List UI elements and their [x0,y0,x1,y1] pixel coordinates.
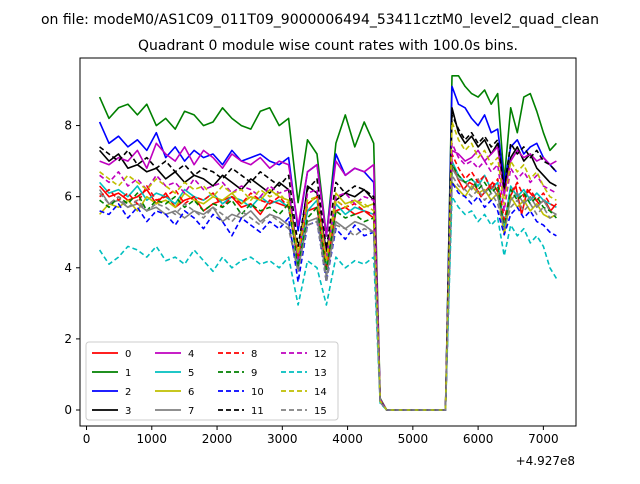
legend-label-2: 2 [125,387,131,398]
y-tick-label: 6 [64,190,72,204]
x-tick-label: 0 [83,432,91,446]
legend-label-7: 7 [188,406,194,417]
series-line-12 [99,142,557,411]
legend-label-1: 1 [125,368,131,379]
legend-label-8: 8 [251,349,257,360]
series-line-14 [99,121,557,411]
x-axis-offset-label: +4.927e8 [516,454,575,468]
y-tick-label: 8 [64,119,72,133]
plot-frame [79,57,577,427]
legend-label-0: 0 [125,349,131,360]
legend-label-15: 15 [314,406,327,417]
legend-label-14: 14 [314,387,327,398]
y-tick-label: 0 [64,403,72,417]
chart-suptitle: on file: modeM0/AS1C09_011T09_9000006494… [41,12,599,28]
x-tick-label: 1000 [137,432,168,446]
x-tick-label: 5000 [398,432,429,446]
series-line-7 [98,167,557,411]
x-tick-label: 6000 [463,432,494,446]
legend-label-4: 4 [188,349,194,360]
series-line-11 [99,114,557,411]
x-tick-label: 2000 [202,432,233,446]
legend-label-9: 9 [251,368,257,379]
x-axis: 0 1000 2000 3000 4000 5000 6000 7000 [83,426,559,446]
legend-label-3: 3 [125,406,131,417]
series-line-13 [98,195,558,411]
x-tick-label: 7000 [528,432,559,446]
series-line-4 [99,142,557,411]
legend-label-13: 13 [314,368,327,379]
chart-title: Quadrant 0 module wise count rates with … [138,38,518,54]
series-layer [98,75,558,411]
x-tick-label: 4000 [332,432,363,446]
legend-box [85,341,339,421]
legend-label-10: 10 [251,387,264,398]
x-tick-label: 3000 [267,432,298,446]
series-line-15 [98,174,557,411]
legend-label-12: 12 [314,349,327,360]
y-axis: 0 2 4 6 8 [64,119,80,417]
y-tick-label: 2 [64,332,72,346]
legend-label-11: 11 [251,406,264,417]
legend-label-6: 6 [188,387,194,398]
legend-label-5: 5 [188,368,194,379]
y-tick-label: 4 [64,261,72,275]
